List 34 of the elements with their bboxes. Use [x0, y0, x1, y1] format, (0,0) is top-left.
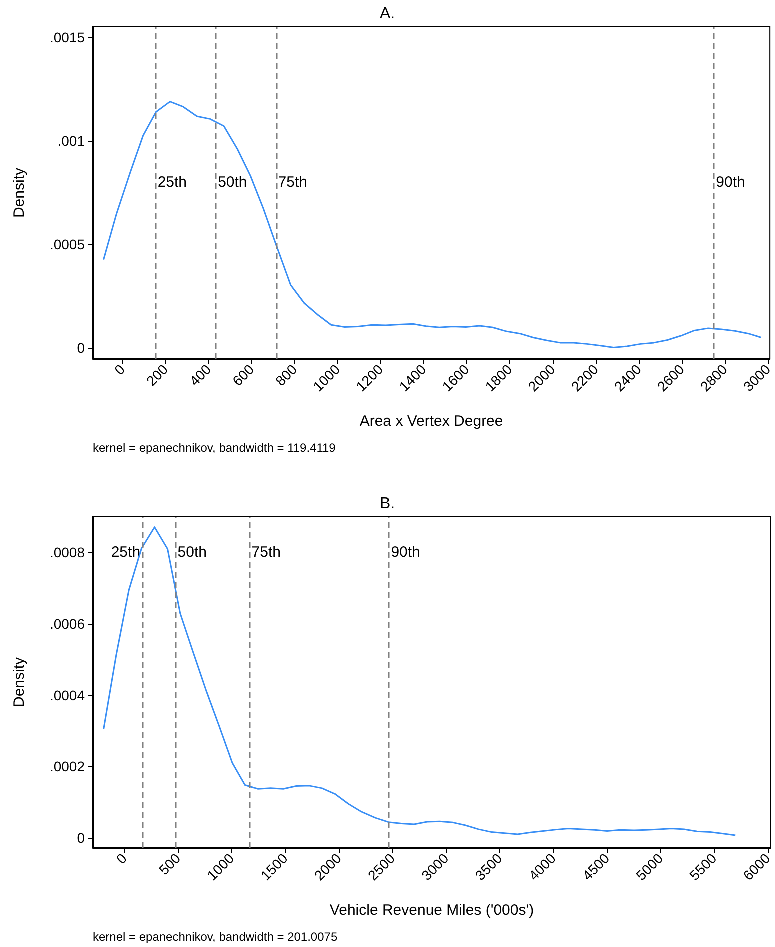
- annotation: 25th: [158, 174, 188, 191]
- annotation: 50th: [218, 174, 248, 191]
- y-tick-label: .0015: [50, 29, 86, 46]
- x-tick-label: 500: [156, 850, 184, 878]
- y-tick-label: .001: [58, 132, 86, 149]
- y-tick-label: .0004: [50, 687, 86, 704]
- x-tick-label: 800: [272, 361, 300, 390]
- y-axis-title: Density: [11, 168, 28, 218]
- y-axis-title: Density: [11, 657, 28, 708]
- y-tick-label: 0: [77, 340, 86, 356]
- y-tick-label: .0002: [50, 758, 86, 775]
- chart-title: B.: [380, 496, 396, 512]
- text: kernel = epanechnikov, bandwidth = 201.0075: [93, 930, 338, 944]
- x-tick-label: 0: [113, 850, 130, 868]
- annotation: 75th: [252, 544, 281, 562]
- chart-title: A.: [380, 6, 396, 22]
- x-tick-label: 0: [111, 361, 128, 378]
- text: kernel = epanechnikov, bandwidth = 119.4119: [93, 441, 336, 455]
- annotation: 75th: [278, 174, 308, 191]
- x-tick-label: 400: [186, 361, 214, 390]
- x-axis-title: Area x Vertex Degree: [360, 413, 504, 430]
- annotation: 50th: [178, 544, 207, 562]
- annotation: 90th: [716, 174, 746, 191]
- y-tick-label: 0: [77, 830, 86, 846]
- annotation: 90th: [391, 544, 420, 562]
- annotation: 25th: [111, 544, 141, 562]
- line-series: [103, 101, 762, 348]
- x-tick-label: 200: [143, 361, 172, 390]
- x-tick-label: 600: [229, 361, 258, 390]
- y-tick-label: .0006: [50, 616, 86, 632]
- y-tick-label: .0005: [50, 236, 86, 253]
- y-tick-label: .0008: [50, 544, 86, 561]
- line-series: [103, 526, 736, 836]
- x-axis-title: Vehicle Revenue Miles ('000s'): [330, 902, 534, 919]
